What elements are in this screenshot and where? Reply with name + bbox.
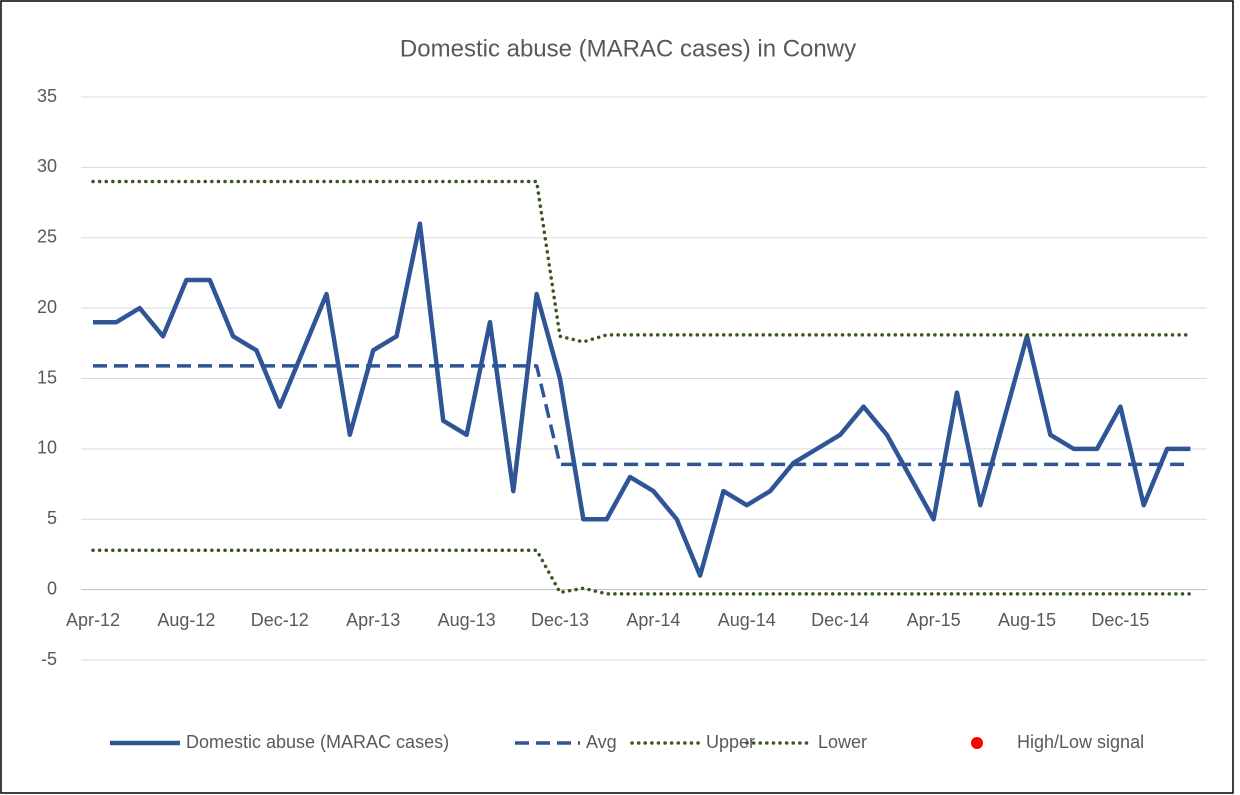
x-tick-label: Dec-13 <box>531 610 589 630</box>
y-tick-label: 10 <box>37 438 57 458</box>
series-line <box>91 179 1193 344</box>
x-tick-label: Dec-12 <box>251 610 309 630</box>
y-tick-label: 25 <box>37 227 57 247</box>
y-tick-label: 15 <box>37 367 57 387</box>
legend-marker <box>971 737 983 749</box>
x-tick-label: Dec-15 <box>1091 610 1149 630</box>
legend-label: Lower <box>818 732 867 752</box>
x-tick-label: Apr-12 <box>66 610 120 630</box>
chart-title: Domestic abuse (MARAC cases) in Conwy <box>400 35 856 62</box>
series-line <box>93 364 1191 467</box>
y-tick-label: 30 <box>37 156 57 176</box>
legend-label: Domestic abuse (MARAC cases) <box>186 732 449 752</box>
x-tick-label: Apr-15 <box>907 610 961 630</box>
y-tick-label: 5 <box>47 508 57 528</box>
series-line <box>91 548 1193 596</box>
y-tick-label: 20 <box>37 297 57 317</box>
x-tick-label: Apr-14 <box>626 610 680 630</box>
x-tick-label: Aug-12 <box>157 610 215 630</box>
y-tick-label: 35 <box>37 86 57 106</box>
legend-label: Upper <box>706 732 755 752</box>
x-tick-label: Apr-13 <box>346 610 400 630</box>
legend-label: Avg <box>586 732 617 752</box>
x-tick-label: Aug-14 <box>718 610 776 630</box>
y-tick-label: 0 <box>47 578 57 598</box>
legend-label: High/Low signal <box>1017 732 1144 752</box>
series-line <box>93 221 1191 578</box>
x-tick-label: Dec-14 <box>811 610 869 630</box>
y-tick-label: -5 <box>41 649 57 669</box>
x-tick-label: Aug-15 <box>998 610 1056 630</box>
x-tick-label: Aug-13 <box>438 610 496 630</box>
